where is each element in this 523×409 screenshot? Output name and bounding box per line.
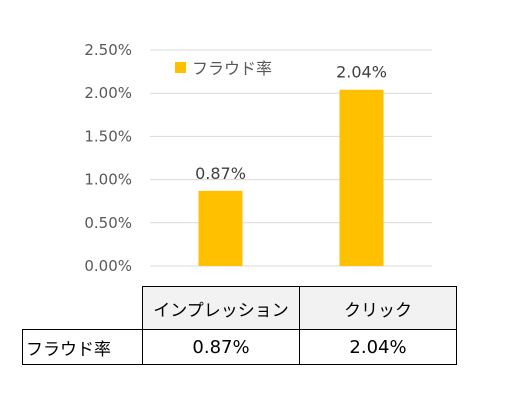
table-header-click: クリック xyxy=(299,286,457,330)
table-row-header: フラウド率 xyxy=(22,329,143,365)
y-tick-label: 1.00% xyxy=(84,171,132,189)
y-tick-label: 2.00% xyxy=(84,84,132,102)
table-cell-impression: 0.87% xyxy=(142,329,300,365)
gridlines xyxy=(150,49,432,267)
table-corner-cell xyxy=(23,287,143,330)
table-header-row: インプレッション クリック xyxy=(23,286,457,330)
chart: 0.00% 0.50% 1.00% 1.50% 2.00% 2.50% 0.87% 2.04… xyxy=(84,41,432,275)
legend-label: フラウド率 xyxy=(192,59,272,78)
legend: フラウド率 xyxy=(175,59,272,78)
legend-swatch xyxy=(175,62,186,73)
data-table: インプレッション クリック フラウド率 0.87% 2.04% xyxy=(22,286,457,365)
data-labels: 0.87% 2.04% xyxy=(195,63,387,183)
data-label: 0.87% xyxy=(195,164,246,183)
table-header-impression: インプレッション xyxy=(142,286,300,330)
y-tick-label: 0.50% xyxy=(84,214,132,232)
y-axis-ticks: 0.00% 0.50% 1.00% 1.50% 2.00% 2.50% xyxy=(84,41,132,275)
data-label: 2.04% xyxy=(336,63,387,82)
y-tick-label: 2.50% xyxy=(84,41,132,59)
bar xyxy=(339,89,384,266)
table-row: フラウド率 0.87% 2.04% xyxy=(22,329,457,365)
y-tick-label: 1.50% xyxy=(84,127,132,145)
bar xyxy=(198,190,243,266)
y-tick-label: 0.00% xyxy=(84,257,132,275)
bars xyxy=(198,89,384,266)
table-cell-click: 2.04% xyxy=(299,329,457,365)
